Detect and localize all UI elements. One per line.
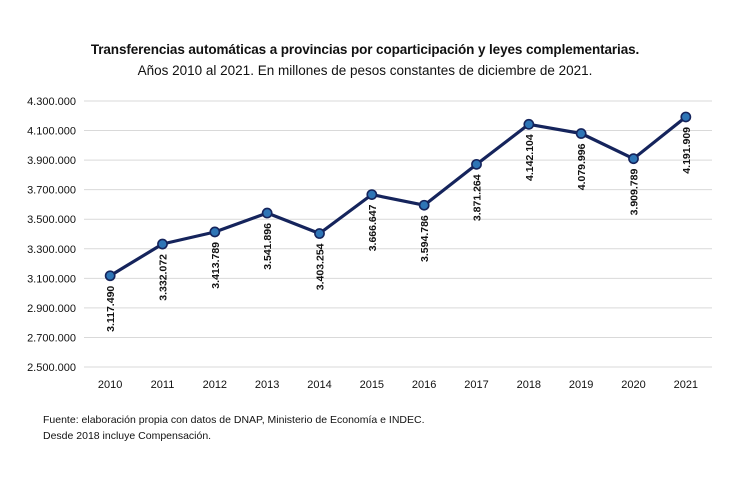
x-axis-ticks: 2010 2011 2012 2013 2014 2015 2016 2017 2018 2019… <box>98 379 698 391</box>
data-label: 4.191.909 <box>681 127 693 174</box>
data-label: 3.541.896 <box>262 223 274 270</box>
data-point <box>680 111 692 123</box>
y-tick-label: 4.300.000 <box>27 96 76 108</box>
x-tick-label: 2011 <box>151 379 175 391</box>
y-tick-label: 3.900.000 <box>27 155 76 167</box>
chart-subtitle: Años 2010 al 2021. En millones de pesos … <box>137 63 593 78</box>
y-tick-label: 3.100.000 <box>27 273 76 285</box>
y-tick-label: 4.100.000 <box>27 126 76 138</box>
x-tick-label: 2018 <box>517 379 541 391</box>
x-tick-label: 2013 <box>255 379 279 391</box>
x-tick-label: 2017 <box>464 379 488 391</box>
data-label: 3.594.786 <box>419 215 431 262</box>
x-tick-label: 2014 <box>307 379 331 391</box>
data-label: 3.871.264 <box>471 174 483 221</box>
chart-title: Transferencias automáticas a provincias … <box>90 42 640 57</box>
data-labels: 3.117.490 3.332.072 3.413.789 3.541.896 3.40… <box>105 127 693 332</box>
data-point <box>418 199 430 211</box>
data-label: 4.079.996 <box>576 143 588 190</box>
source-note: Fuente: elaboración propia con datos de … <box>43 414 425 426</box>
data-points <box>104 111 692 282</box>
data-point <box>261 207 273 219</box>
data-label: 3.117.490 <box>105 286 117 332</box>
x-tick-label: 2012 <box>203 379 227 391</box>
x-tick-label: 2019 <box>569 379 593 391</box>
compensation-note: Desde 2018 incluye Compensación. <box>43 430 212 442</box>
y-tick-label: 2.500.000 <box>27 362 76 374</box>
data-label: 3.666.647 <box>367 204 379 251</box>
data-label: 3.413.789 <box>210 242 222 289</box>
x-tick-label: 2015 <box>360 379 384 391</box>
y-tick-label: 2.700.000 <box>27 332 76 344</box>
data-label: 3.909.789 <box>628 169 640 216</box>
data-point <box>104 270 116 282</box>
y-tick-label: 3.300.000 <box>27 244 76 256</box>
data-point <box>575 128 587 139</box>
x-tick-label: 2010 <box>98 379 122 391</box>
x-tick-label: 2020 <box>621 379 645 391</box>
data-point <box>628 153 639 165</box>
y-axis-ticks: 2.500.000 2.700.000 2.900.000 3.100.000 3.30… <box>27 96 76 374</box>
y-tick-label: 3.500.000 <box>27 214 76 226</box>
data-point <box>471 158 482 170</box>
series-line <box>108 115 688 278</box>
series-line-layer <box>108 115 688 278</box>
data-point <box>209 226 221 238</box>
y-tick-label: 2.900.000 <box>27 303 76 315</box>
data-point <box>366 189 378 200</box>
data-label: 3.332.072 <box>158 254 170 301</box>
x-tick-label: 2021 <box>674 379 698 391</box>
data-point <box>523 118 535 130</box>
data-label: 3.403.254 <box>315 243 327 290</box>
data-point <box>314 228 325 239</box>
y-tick-label: 3.700.000 <box>27 185 76 197</box>
data-label: 4.142.104 <box>524 134 536 181</box>
gridlines <box>84 100 712 368</box>
data-point <box>157 238 168 250</box>
x-tick-label: 2016 <box>412 379 436 391</box>
